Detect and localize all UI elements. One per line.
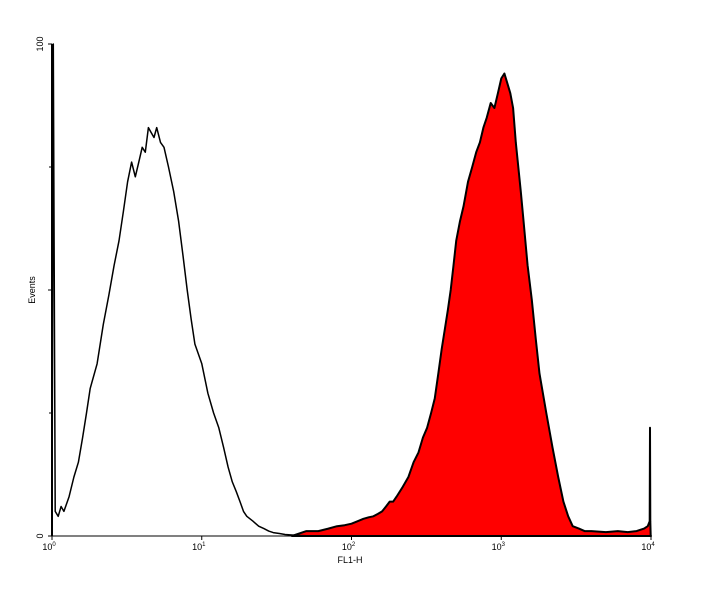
series-layer xyxy=(51,43,652,537)
plot-frame xyxy=(51,44,651,537)
x-tick-label: 100 xyxy=(42,542,56,552)
x-tick-label: 101 xyxy=(192,542,206,552)
x-tick-label: 102 xyxy=(342,542,356,552)
outline-histogram xyxy=(51,43,651,537)
filled-histogram xyxy=(290,72,652,537)
y-ticks: 0 100 xyxy=(35,36,52,539)
y-axis-title: Events xyxy=(27,276,37,304)
x-axis-title: FL1-H xyxy=(337,555,362,565)
x-ticks: 100 101 102 103 104 xyxy=(42,536,655,552)
y-tick-label: 0 xyxy=(35,533,45,538)
y-tick-label: 100 xyxy=(35,36,45,51)
x-tick-label: 104 xyxy=(641,542,655,552)
x-tick-label: 103 xyxy=(492,542,506,552)
